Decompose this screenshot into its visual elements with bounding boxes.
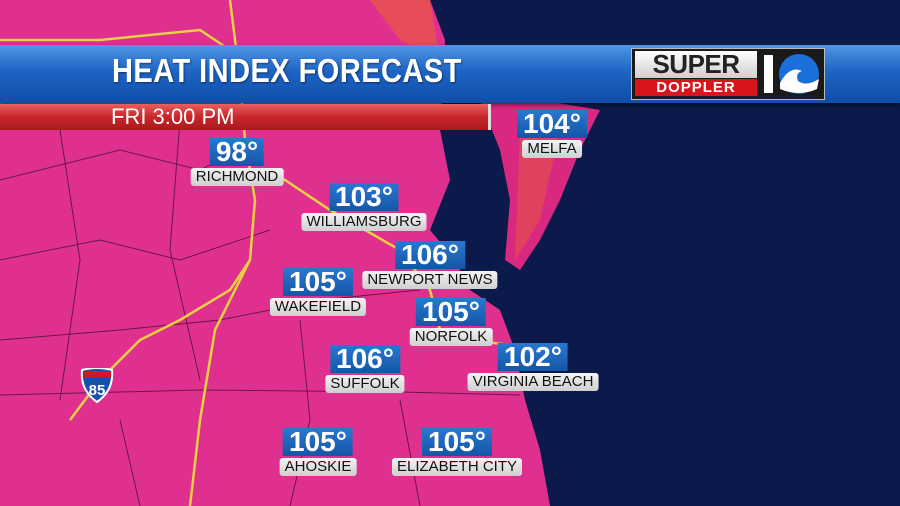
- city-name: AHOSKIE: [279, 458, 357, 476]
- temperature: 105°: [416, 298, 486, 326]
- temperature: 103°: [329, 183, 399, 211]
- city-name: NORFOLK: [409, 328, 493, 346]
- temperature: 105°: [283, 428, 353, 456]
- city-williamsburg: 103° WILLIAMSBURG: [301, 183, 427, 231]
- city-elizabeth-city: 105° ELIZABETH CITY: [391, 428, 523, 476]
- city-richmond: 98° RICHMOND: [190, 138, 284, 186]
- subtitle-bar: [0, 104, 491, 130]
- page-title: HEAT INDEX FORECAST: [112, 52, 462, 89]
- wave-10-icon: [764, 54, 819, 94]
- city-name: MELFA: [522, 140, 582, 158]
- svg-text:85: 85: [89, 382, 106, 399]
- interstate-85-shield: 85: [80, 367, 114, 409]
- super-doppler-10-logo: SUPER DOPPLER: [631, 48, 825, 100]
- temperature: 105°: [283, 268, 353, 296]
- city-name: VIRGINIA BEACH: [467, 373, 599, 391]
- city-suffolk: 106° SUFFOLK: [325, 345, 405, 393]
- city-ahoskie: 105° AHOSKIE: [279, 428, 357, 476]
- forecast-time: FRI 3:00 PM: [111, 104, 235, 129]
- temperature: 106°: [330, 345, 400, 373]
- temperature: 102°: [498, 343, 568, 371]
- city-name: WILLIAMSBURG: [301, 213, 427, 231]
- city-melfa: 104° MELFA: [517, 110, 587, 158]
- city-name: WAKEFIELD: [269, 298, 367, 316]
- city-virginia-beach: 102° VIRGINIA BEACH: [467, 343, 599, 391]
- temperature: 106°: [395, 241, 465, 269]
- temperature: 104°: [517, 110, 587, 138]
- city-name: ELIZABETH CITY: [391, 458, 523, 476]
- temperature: 105°: [422, 428, 492, 456]
- city-name: RICHMOND: [190, 168, 284, 186]
- city-name: NEWPORT NEWS: [362, 271, 498, 289]
- temperature: 98°: [209, 138, 265, 166]
- city-norfolk: 105° NORFOLK: [409, 298, 493, 346]
- city-name: SUFFOLK: [325, 375, 405, 393]
- city-newport-news: 106° NEWPORT NEWS: [362, 241, 498, 289]
- city-wakefield: 105° WAKEFIELD: [269, 268, 367, 316]
